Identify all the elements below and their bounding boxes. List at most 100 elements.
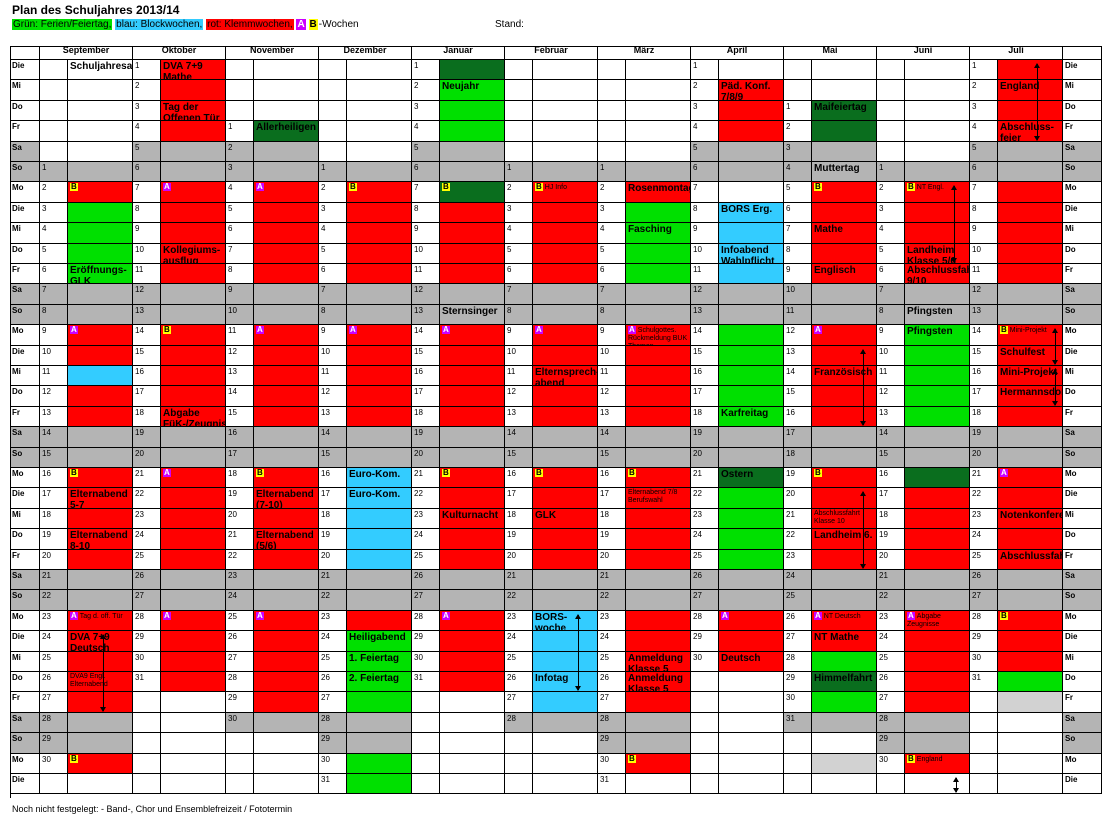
day-event [440,60,505,81]
day-event [440,712,505,734]
day-number: 27 [412,590,440,611]
day-event [68,223,133,244]
event-text: Mathe [814,224,843,236]
weekday-label-right: So [1063,162,1102,183]
day-number: 15 [505,447,533,468]
day-event [998,590,1063,611]
a-week-badge: A [349,325,357,335]
day-number: 7 [877,284,905,305]
day-event [68,774,133,795]
day-number: 26 [784,610,812,632]
day-number [40,774,68,795]
day-event [998,264,1063,285]
day-event [68,121,133,142]
weekday-label: Fr [10,121,40,142]
day-number: 17 [691,386,719,407]
day-event [998,141,1063,162]
weekday-label-right: So [1063,304,1102,326]
weekday-label-right: Mo [1063,325,1102,346]
day-event [812,549,877,570]
day-event: Abgabe FüK-/Zeugnisse [161,406,226,428]
day-event [812,386,877,407]
b-week-badge: B [814,468,822,477]
day-number: 22 [877,590,905,611]
day-number: 22 [40,590,68,611]
day-event: A [347,325,412,346]
day-number: 17 [319,488,347,509]
day-event [68,508,133,530]
day-number: 10 [877,345,905,366]
event-text: Päd. Konf. 7/8/9 [721,81,771,101]
day-number [970,753,998,774]
day-event [254,304,319,326]
day-number: 19 [598,529,626,550]
weekday-label: Sa [10,712,40,734]
day-number [226,100,254,122]
day-number: 13 [877,406,905,428]
day-number: 4 [226,182,254,203]
day-event [905,733,970,754]
day-event [626,80,691,101]
day-number: 7 [691,182,719,203]
day-event [626,549,691,570]
day-event [998,529,1063,550]
day-number: 21 [970,468,998,489]
day-event: A [254,182,319,203]
day-event [161,427,226,448]
day-number: 29 [133,631,161,652]
day-number: 9 [970,223,998,244]
day-number: 24 [877,631,905,652]
day-number: 9 [319,325,347,346]
day-number: 6 [505,264,533,285]
day-number: 26 [133,570,161,591]
day-number: 19 [970,427,998,448]
event-text: 2. Feiertag [349,673,400,684]
weekday-label: Sa [10,427,40,448]
weekday-label-right: Die [1063,774,1102,795]
day-event [254,366,319,387]
day-number: 26 [598,672,626,693]
day-event: A [440,325,505,346]
day-event: A [161,468,226,489]
day-number: 9 [505,325,533,346]
day-event [998,100,1063,122]
a-week-badge: A [256,325,264,335]
day-number: 19 [133,427,161,448]
day-number [226,60,254,81]
day-event [533,243,598,264]
weekday-label-right: Sa [1063,712,1102,734]
day-number: 9 [691,223,719,244]
day-number: 1 [40,162,68,183]
day-number: 19 [412,427,440,448]
day-number: 7 [598,284,626,305]
weekday-label: Die [10,202,40,224]
weekday-label: Mi [10,651,40,672]
day-event: BORS Erg. [719,202,784,224]
day-event [254,243,319,264]
page-title: Plan des Schuljahres 2013/14 [12,3,180,17]
day-number: 30 [319,753,347,774]
day-number: 1 [226,121,254,142]
day-number: 26 [877,672,905,693]
weekday-label-right: Sa [1063,284,1102,305]
day-number: 4 [598,223,626,244]
day-number [784,60,812,81]
day-event [998,753,1063,774]
day-event: Kollegiums-ausflug [161,243,226,264]
weekday-label-right: Mo [1063,182,1102,203]
day-number: 3 [40,202,68,224]
day-number: 16 [970,366,998,387]
event-text: Anmeldung Klasse 5 [628,652,683,672]
day-event [905,508,970,530]
weekday-label-right: Mo [1063,610,1102,632]
day-event: DVA 7+9 Deutsch [68,631,133,652]
day-number: 6 [784,202,812,224]
day-event: B [254,468,319,489]
day-number [691,712,719,734]
day-event [719,692,784,713]
day-event: Abschlussfahrt Klasse 10 [812,508,877,530]
day-number: 23 [319,610,347,632]
day-event: Elternsprech-abend [533,366,598,387]
day-number: 20 [784,488,812,509]
day-number: 30 [970,651,998,672]
